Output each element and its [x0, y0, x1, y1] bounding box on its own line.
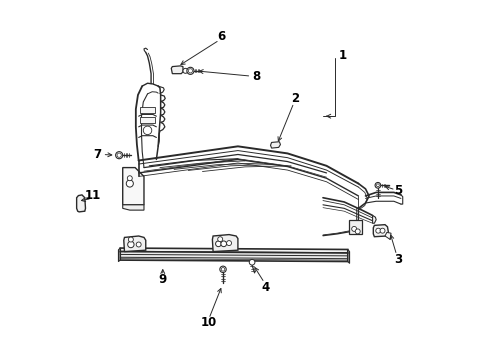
Text: 9: 9: [159, 274, 167, 287]
Text: 4: 4: [262, 281, 270, 294]
Polygon shape: [212, 235, 238, 252]
Circle shape: [117, 153, 122, 157]
Circle shape: [249, 260, 255, 265]
Polygon shape: [122, 205, 144, 210]
Circle shape: [221, 267, 225, 271]
Circle shape: [128, 237, 133, 242]
Polygon shape: [120, 248, 348, 253]
Circle shape: [216, 241, 221, 247]
Circle shape: [143, 126, 152, 135]
Polygon shape: [372, 215, 376, 223]
Circle shape: [376, 184, 379, 187]
Polygon shape: [385, 233, 391, 239]
Circle shape: [128, 241, 134, 248]
Circle shape: [375, 183, 381, 188]
Text: 10: 10: [201, 316, 217, 329]
Circle shape: [220, 266, 226, 273]
Circle shape: [183, 68, 188, 73]
Polygon shape: [122, 168, 144, 205]
Circle shape: [126, 180, 133, 187]
Circle shape: [376, 228, 381, 233]
Bar: [141, 107, 155, 113]
Text: 6: 6: [217, 30, 225, 43]
Text: 8: 8: [252, 69, 261, 83]
Circle shape: [352, 226, 357, 231]
Text: 7: 7: [93, 148, 101, 161]
Polygon shape: [172, 66, 183, 74]
Polygon shape: [76, 195, 85, 212]
Circle shape: [226, 240, 232, 246]
Circle shape: [188, 69, 193, 73]
Circle shape: [136, 242, 141, 247]
Circle shape: [127, 176, 132, 181]
Bar: [141, 117, 155, 123]
Bar: [349, 220, 362, 234]
Polygon shape: [373, 225, 389, 237]
Circle shape: [380, 228, 385, 233]
Polygon shape: [270, 142, 280, 148]
Circle shape: [355, 229, 360, 234]
Text: 5: 5: [394, 184, 402, 197]
Text: 3: 3: [394, 253, 402, 266]
Circle shape: [116, 152, 122, 159]
Circle shape: [221, 241, 226, 247]
Polygon shape: [120, 252, 348, 261]
Text: 11: 11: [85, 189, 101, 202]
Circle shape: [218, 237, 222, 242]
Circle shape: [187, 67, 194, 75]
Text: 1: 1: [339, 49, 346, 62]
Polygon shape: [124, 236, 146, 252]
Text: 2: 2: [291, 92, 299, 105]
